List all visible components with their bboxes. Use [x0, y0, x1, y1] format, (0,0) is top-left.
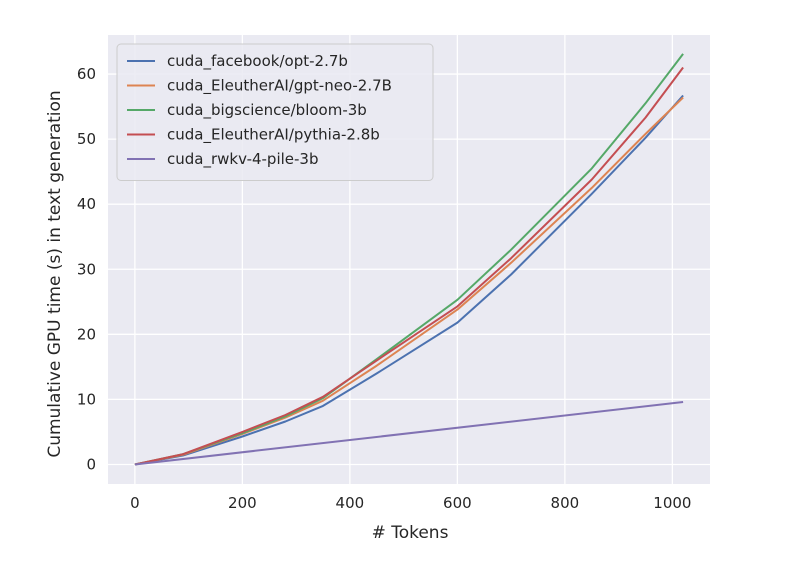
legend-box	[116, 43, 434, 181]
y-tick-label: 50	[77, 130, 96, 148]
legend-label: cuda_EleutherAI/pythia-2.8b	[167, 126, 380, 145]
x-axis-label: # Tokens	[372, 523, 449, 543]
y-tick-label: 40	[77, 195, 96, 213]
legend-label: cuda_bigscience/bloom-3b	[167, 101, 367, 120]
x-tick-label: 600	[443, 494, 472, 512]
legend-label: cuda_facebook/opt-2.7b	[167, 52, 348, 71]
x-tick-label: 1000	[653, 494, 691, 512]
y-axis-label: Cumulative GPU time (s) in text generati…	[45, 90, 65, 457]
y-tick-label: 0	[86, 455, 96, 473]
legend-label: cuda_rwkv-4-pile-3b	[167, 150, 319, 169]
x-tick-label: 400	[336, 494, 365, 512]
x-tick-labels: 0 200 400 600 800 1000	[130, 494, 691, 512]
x-tick-label: 200	[228, 494, 257, 512]
y-tick-label: 20	[77, 325, 96, 343]
y-tick-label: 10	[77, 390, 96, 408]
legend-label: cuda_EleutherAI/gpt-neo-2.7B	[167, 77, 392, 96]
y-tick-label: 60	[77, 65, 96, 83]
series-line-0	[134, 94, 684, 466]
y-tick-labels: 0 10 20 30 40 50 60	[77, 65, 96, 473]
series-line-3	[134, 66, 684, 466]
x-tick-label: 800	[551, 494, 580, 512]
legend: cuda_facebook/opt-2.7b cuda_EleutherAI/gp…	[116, 43, 434, 181]
y-tick-label: 30	[77, 260, 96, 278]
series-line-4	[134, 401, 684, 466]
series-lines	[134, 53, 684, 466]
x-tick-label: 0	[130, 494, 140, 512]
